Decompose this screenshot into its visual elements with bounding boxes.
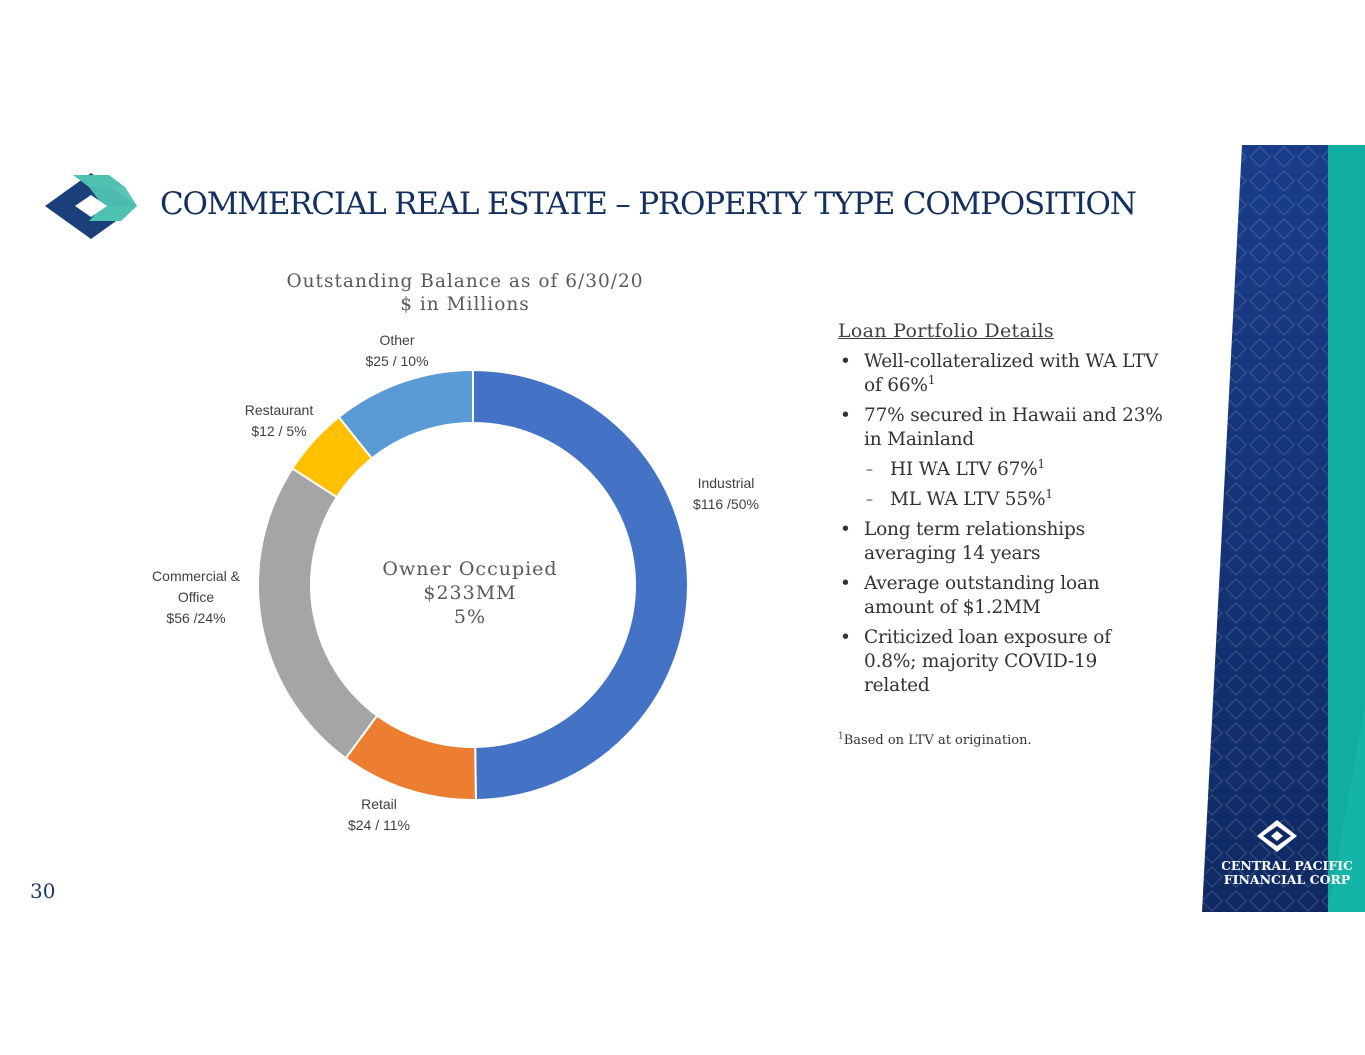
- slice-label-industrial-value: $116 /50%: [693, 496, 759, 512]
- donut-center-label: Owner Occupied $233MM 5%: [340, 557, 600, 629]
- details-bullet: Well-collateralized with WA LTV of 66%1: [838, 350, 1168, 398]
- footnote-mark: 1: [838, 731, 844, 742]
- details-sub-bullet: HI WA LTV 67%1: [838, 458, 1168, 482]
- footnote-ref: 1: [1045, 486, 1053, 501]
- details-sub-bullet: ML WA LTV 55%1: [838, 488, 1168, 512]
- donut-slice-other: [337, 368, 474, 460]
- center-label-line-1: Owner Occupied: [382, 558, 558, 580]
- slice-label-commercial-office: Commercial & Office $56 /24%: [136, 566, 256, 629]
- details-bullet: Average outstanding loan amount of $1.2M…: [838, 572, 1168, 620]
- brand-line-2: FINANCIAL CORP: [1224, 872, 1351, 887]
- chart-title: Outstanding Balance as of 6/30/20 $ in M…: [195, 270, 735, 316]
- page-number: 30: [30, 879, 56, 903]
- details-bullet: Criticized loan exposure of 0.8%; majori…: [838, 626, 1168, 698]
- slice-label-retail: Retail $24 / 11%: [334, 794, 424, 836]
- slice-label-restaurant-name: Restaurant: [244, 402, 314, 418]
- slice-label-retail-name: Retail: [361, 796, 397, 812]
- slice-label-restaurant: Restaurant $12 / 5%: [234, 400, 324, 442]
- central-pacific-brand-logo: CENTRAL PACIFIC FINANCIAL CORP: [1222, 820, 1352, 887]
- slice-label-restaurant-value: $12 / 5%: [251, 423, 307, 439]
- footnote: 1Based on LTV at origination.: [838, 731, 1032, 748]
- footnote-ref: 1: [927, 372, 936, 387]
- slice-label-commercial-office-value: $56 /24%: [166, 610, 226, 626]
- details-heading: Loan Portfolio Details: [838, 320, 1054, 342]
- slice-label-other-name: Other: [379, 332, 415, 348]
- footnote-text: Based on LTV at origination.: [843, 733, 1032, 748]
- loan-portfolio-details: Loan Portfolio Details Well-collateraliz…: [838, 320, 1168, 704]
- details-bullet: Long term relationships averaging 14 yea…: [838, 518, 1168, 566]
- footnote-ref: 1: [1037, 456, 1046, 471]
- chart-title-line-1: Outstanding Balance as of 6/30/20: [286, 271, 644, 292]
- slice-label-other-value: $25 / 10%: [365, 353, 429, 369]
- donut-slice-industrial: [472, 368, 689, 801]
- brand-line-1: CENTRAL PACIFIC: [1222, 858, 1352, 873]
- slice-label-other: Other $25 / 10%: [352, 330, 442, 372]
- decorative-band: [1202, 145, 1365, 912]
- details-list: Well-collateralized with WA LTV of 66%1 …: [838, 350, 1168, 698]
- central-pacific-diamond-logo-icon: [45, 173, 137, 239]
- chart-title-line-2: $ in Millions: [400, 294, 530, 315]
- slice-label-commercial-office-name-2: Office: [177, 589, 215, 605]
- brand-diamond-icon: [1257, 820, 1297, 852]
- slice-label-commercial-office-name-1: Commercial &: [152, 568, 240, 584]
- center-label-line-2: $233MM: [423, 582, 517, 604]
- slide-title: COMMERCIAL REAL ESTATE – PROPERTY TYPE C…: [160, 186, 1137, 222]
- details-bullet: 77% secured in Hawaii and 23% in Mainlan…: [838, 404, 1168, 452]
- slice-label-industrial-name: Industrial: [697, 475, 755, 491]
- slice-label-industrial: Industrial $116 /50%: [681, 473, 771, 515]
- center-label-line-3: 5%: [453, 606, 487, 628]
- slice-label-retail-value: $24 / 11%: [347, 817, 410, 833]
